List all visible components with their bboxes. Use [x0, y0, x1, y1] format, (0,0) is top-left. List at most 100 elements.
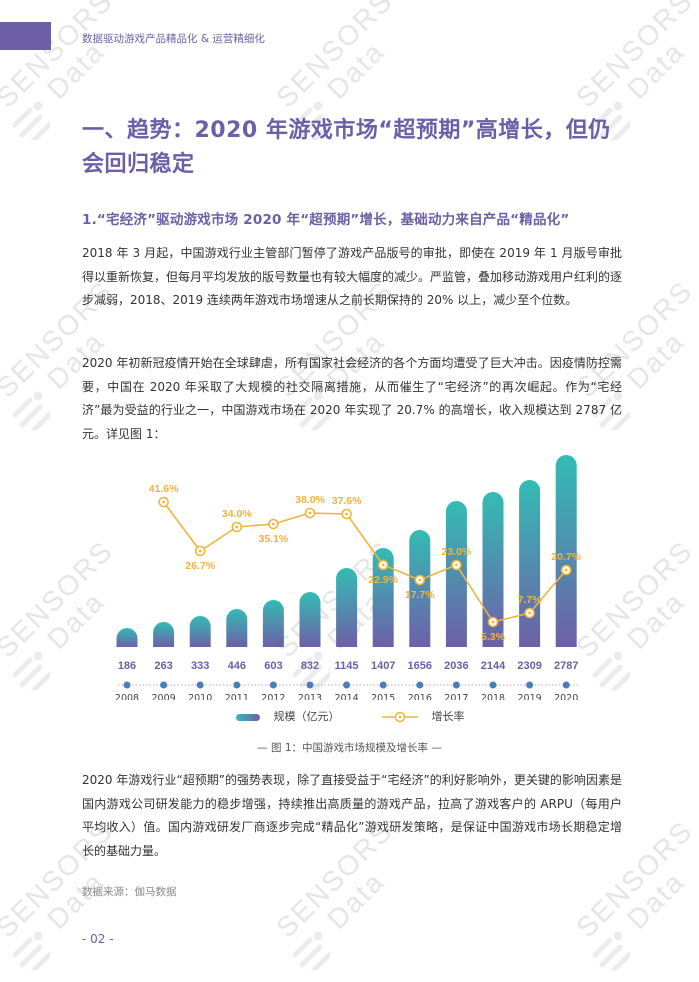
growth-rate-label: 38.0%: [295, 494, 325, 506]
bar-2011: [226, 609, 248, 647]
year-dot-icon: [269, 681, 277, 689]
watermark-logo-icon: [12, 101, 50, 140]
year-label: 2018: [481, 693, 505, 700]
year-label: 2015: [371, 693, 395, 700]
bar-value-label: 333: [191, 660, 209, 672]
growth-marker-dot-icon: [198, 549, 202, 553]
bar-2014: [336, 568, 358, 647]
legend-bar-swatch-icon: [236, 713, 260, 721]
legend-bar-label: 规模（亿元）: [273, 710, 340, 723]
growth-marker-dot-icon: [455, 563, 458, 567]
year-dot-icon: [562, 681, 570, 689]
year-dot-icon: [196, 681, 204, 689]
bar-2015: [372, 548, 394, 647]
bar-2016: [409, 530, 431, 647]
growth-rate-label: 7.7%: [518, 594, 543, 606]
growth-rate-label: 17.7%: [405, 589, 435, 601]
growth-marker-dot-icon: [564, 568, 568, 572]
paragraph-3: 2020 年游戏行业“超预期”的强势表现，除了直接受益于“宅经济”的利好影响外，…: [82, 773, 623, 858]
growth-rate-label: 35.1%: [259, 533, 289, 545]
growth-rate-label: 26.7%: [185, 560, 215, 572]
year-dot-icon: [160, 681, 168, 689]
watermark-logo-icon: [592, 651, 630, 690]
year-label: 2012: [261, 693, 285, 700]
bar-2013: [299, 592, 321, 647]
growth-marker-dot-icon: [345, 512, 348, 516]
bar-value-label: 2036: [444, 660, 468, 672]
year-dot-icon: [306, 681, 314, 689]
year-dot-icon: [416, 681, 424, 689]
year-label: 2017: [444, 693, 468, 700]
year-dot-icon: [489, 681, 497, 689]
legend-item-bar: 规模（亿元）: [236, 708, 340, 724]
bar-value-label: 1145: [335, 660, 359, 672]
header-accent-block: [0, 22, 51, 50]
legend-item-line: 增长率: [382, 708, 465, 724]
bar-value-label: 2787: [554, 660, 578, 672]
bar-value-label: 186: [118, 660, 136, 672]
page-number: - 02 -: [82, 932, 114, 946]
bar-value-labels: 186 263 333 446 603 832 1145 1407 1656 2036 2144 23…: [118, 660, 579, 672]
year-dot-icon: [233, 681, 241, 689]
growth-rate-label: 5.3%: [481, 631, 506, 643]
year-dots: [123, 681, 570, 689]
bar-2019: [519, 480, 541, 647]
subsection-heading: 1.“宅经济”驱动游戏市场 2020 年“超预期”增长，基础动力来自产品“精品化…: [82, 212, 570, 228]
year-label: 2013: [298, 693, 322, 700]
year-dot-icon: [123, 681, 131, 689]
growth-rate-label: 34.0%: [222, 508, 252, 520]
year-dot-icon: [526, 681, 534, 689]
watermark-logo-icon: [12, 391, 50, 430]
year-label: 2016: [408, 693, 432, 700]
year-dot-icon: [343, 681, 351, 689]
section-heading-line-2: 会回归稳定: [82, 152, 195, 177]
growth-rate-labels: 41.6% 26.7% 34.0% 35.1% 38.0% 37.6% 22.9% 17.7%…: [149, 483, 582, 643]
growth-rate-label: 22.9%: [368, 574, 398, 586]
bar-value-label: 1407: [371, 660, 395, 672]
bar-value-label: 263: [154, 660, 172, 672]
bar-value-label: 603: [264, 660, 282, 672]
legend-line-marker-icon: [382, 711, 418, 723]
growth-rate-label: 37.6%: [332, 495, 362, 507]
paragraph-2: 2020 年初新冠疫情开始在全球肆虐，所有国家社会经济的各个方面均遭受了巨大冲击…: [82, 356, 622, 441]
watermark-logo-icon: [592, 931, 630, 970]
bar-2020: [555, 455, 577, 647]
growth-marker-dot-icon: [418, 578, 422, 582]
bar-2009: [153, 622, 175, 647]
paragraph-1: 2018 年 3 月起，中国游戏行业主管部门暂停了游戏产品版号的审批，即使在 2…: [82, 246, 623, 307]
growth-marker-dot-icon: [235, 525, 239, 529]
growth-marker-dot-icon: [308, 511, 312, 515]
watermark-logo-icon: [12, 651, 50, 690]
growth-rate-markers: [158, 496, 572, 628]
bar-value-label: 2309: [517, 660, 541, 672]
bar-series: [116, 455, 577, 647]
year-label: 2014: [335, 693, 359, 700]
year-label: 2011: [225, 693, 249, 700]
watermark-logo-icon: [292, 931, 330, 970]
bar-value-label: 832: [301, 660, 319, 672]
growth-marker-dot-icon: [491, 620, 495, 624]
growth-marker-dot-icon: [528, 611, 531, 615]
bar-2010: [189, 616, 211, 647]
growth-marker-dot-icon: [381, 563, 385, 567]
section-heading-line-1: 一、趋势：2020 年游戏市场“超预期”高增长，但仍: [82, 118, 611, 143]
section-heading: 一、趋势：2020 年游戏市场“超预期”高增长，但仍 会回归稳定: [82, 114, 642, 182]
growth-marker-dot-icon: [162, 500, 165, 504]
bar-2017: [445, 501, 467, 647]
legend-line-label: 增长率: [431, 710, 465, 723]
year-dot-icon: [379, 681, 387, 689]
bar-2012: [262, 600, 284, 647]
watermark-logo-icon: [12, 931, 50, 970]
bar-value-label: 2144: [481, 660, 506, 672]
year-dot-icon: [452, 681, 460, 689]
year-label: 2009: [152, 693, 176, 700]
figure-caption: — 图 1：中国游戏市场规模及增长率 —: [257, 742, 442, 754]
growth-marker-dot-icon: [272, 522, 275, 526]
year-label: 2020: [554, 693, 578, 700]
bar-value-label: 1656: [408, 660, 432, 672]
data-source: 数据来源：伽马数据: [82, 886, 177, 898]
growth-rate-label: 41.6%: [149, 483, 179, 495]
year-label: 2019: [518, 693, 542, 700]
bar-2018: [482, 492, 504, 647]
growth-rate-label: 23.0%: [442, 546, 472, 558]
